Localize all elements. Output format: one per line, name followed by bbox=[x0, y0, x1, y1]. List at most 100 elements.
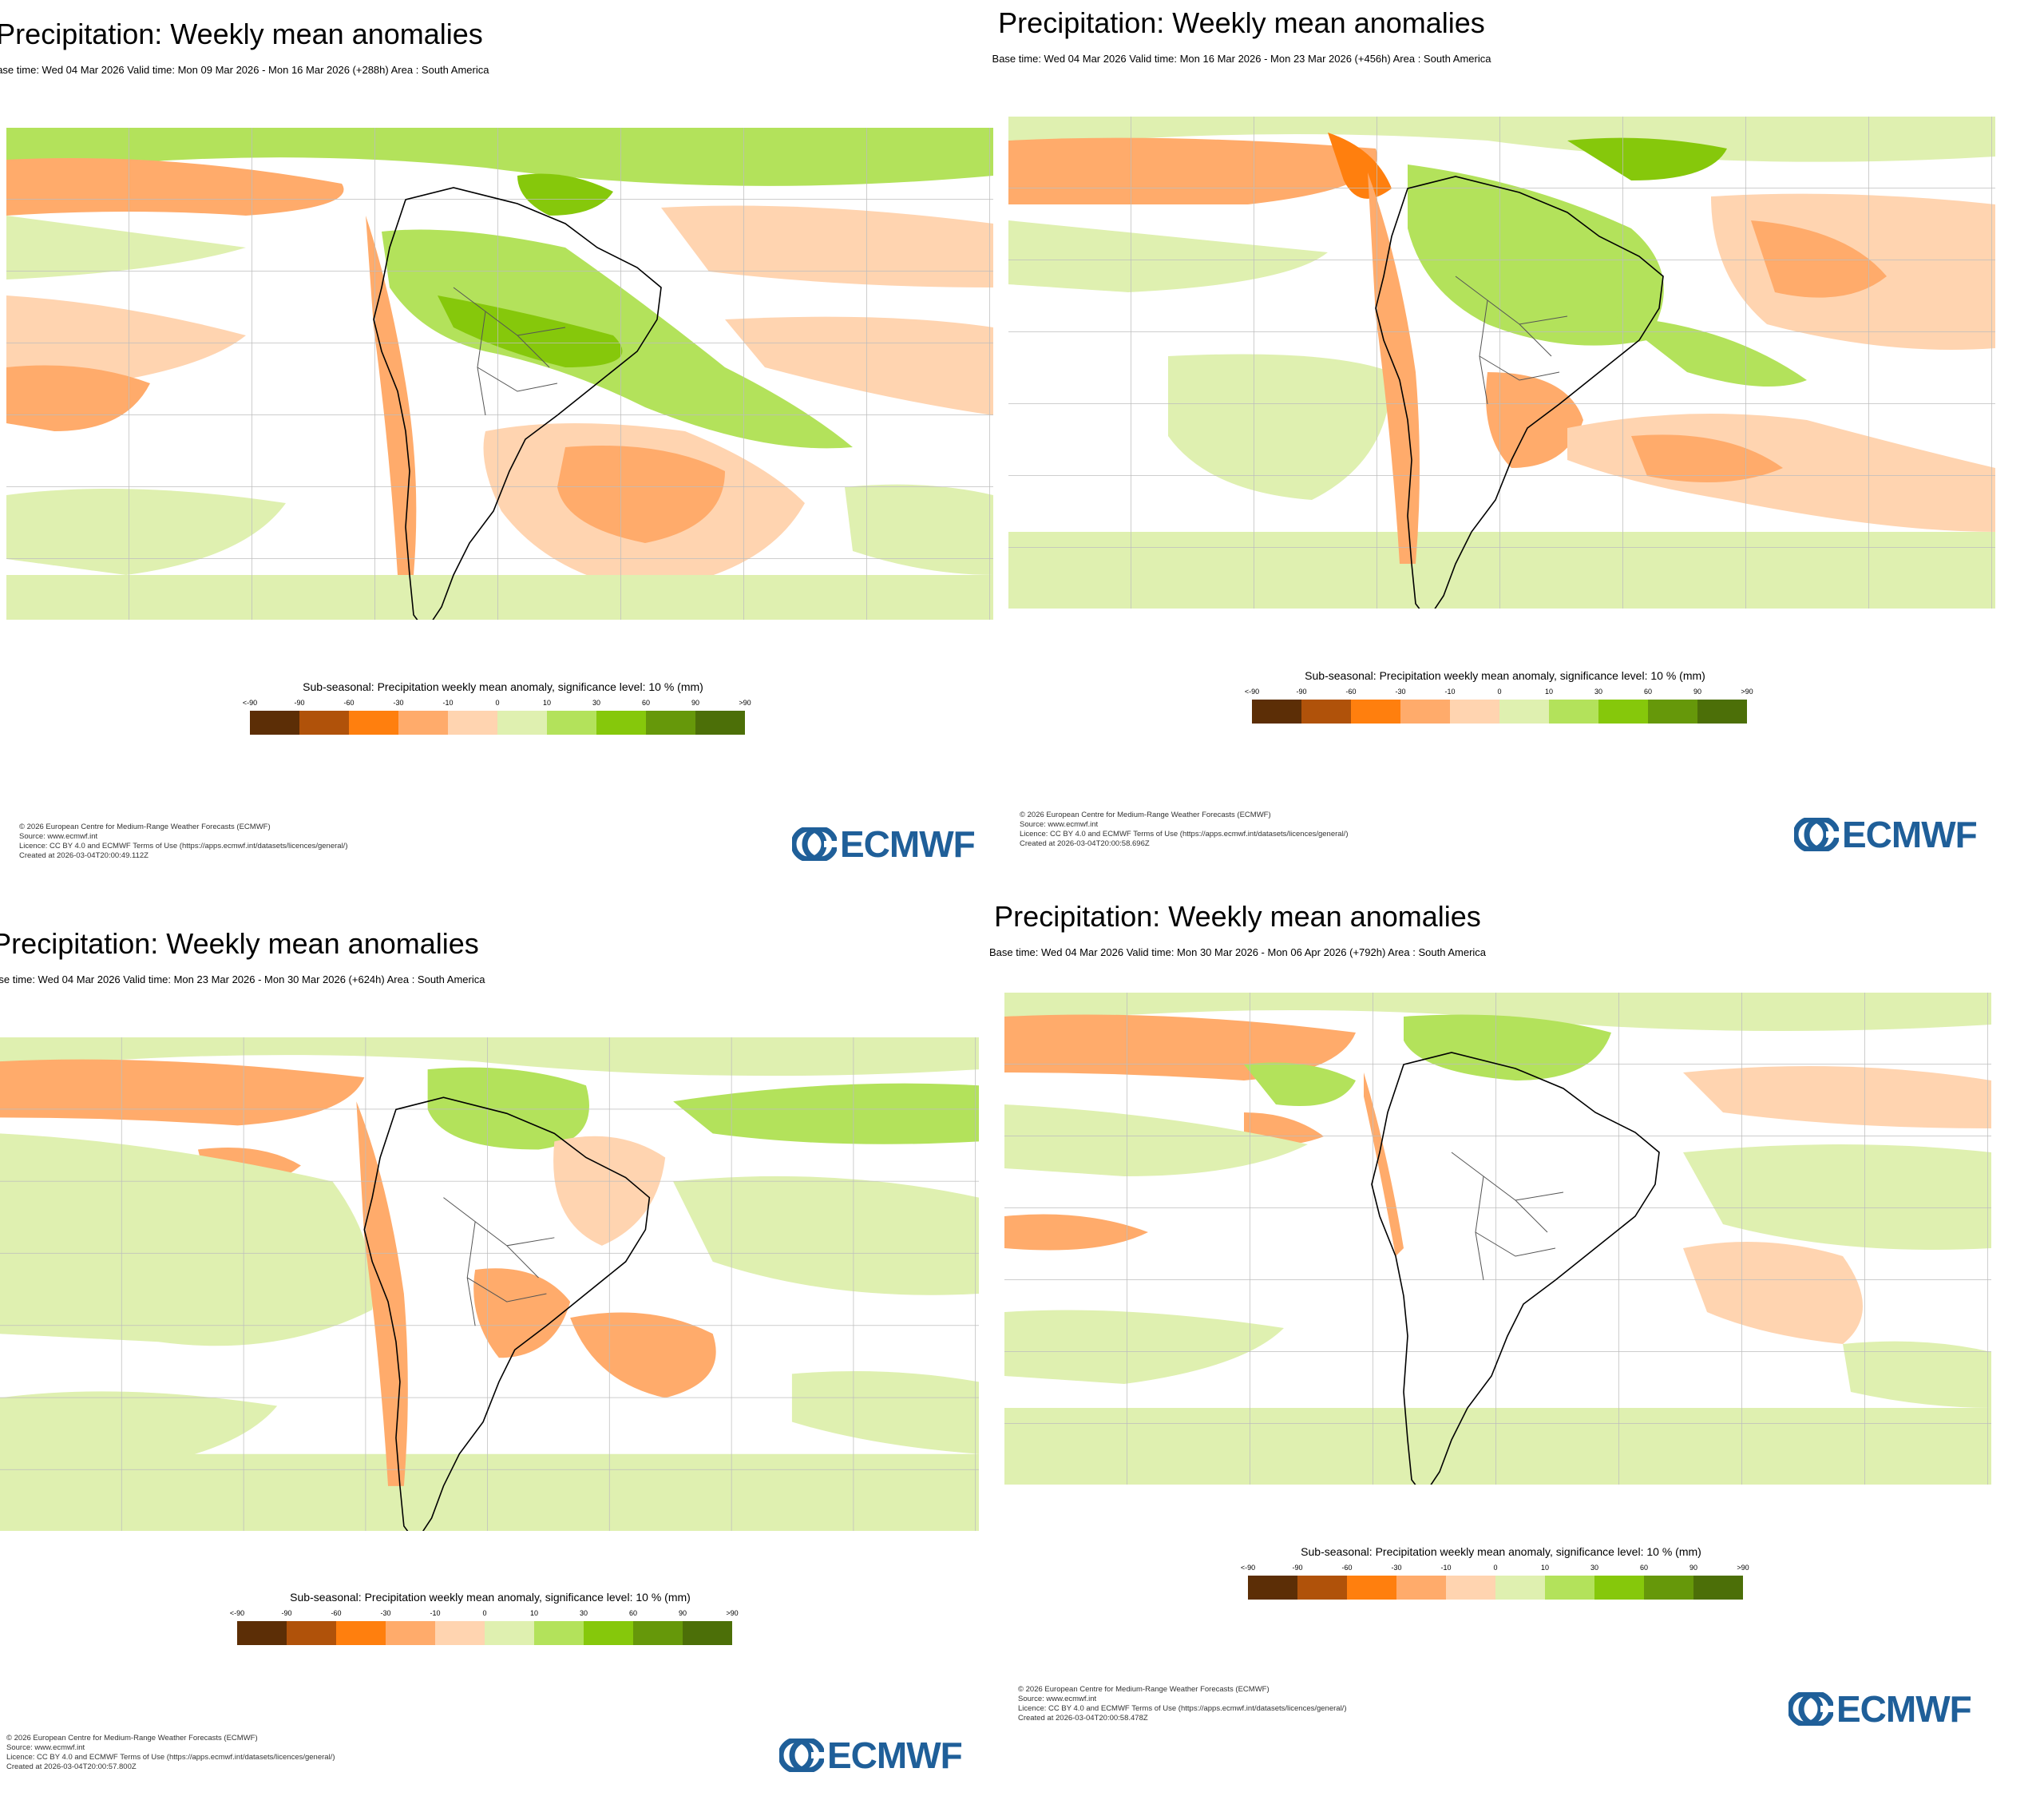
credits: © 2026 European Centre for Medium-Range … bbox=[6, 1734, 335, 1772]
legend-ticks: <-90 -90 -60 -30 -10 0 10 30 60 90 >90 bbox=[1241, 1564, 1749, 1573]
legend-swatch-9 bbox=[1693, 1576, 1743, 1600]
legend-swatch-9 bbox=[1697, 700, 1747, 724]
legend-tick: -30 bbox=[393, 699, 404, 707]
anomaly-map bbox=[1008, 117, 1995, 609]
legend-tick: 0 bbox=[1497, 688, 1502, 696]
legend-swatch-8 bbox=[633, 1621, 683, 1645]
legend-swatch-2 bbox=[349, 711, 398, 735]
legend-swatch-4 bbox=[435, 1621, 485, 1645]
legend-tick: 60 bbox=[641, 699, 651, 707]
credit-line: Source: www.ecmwf.int bbox=[6, 1743, 85, 1752]
forecast-panel-3: Precipitation: Weekly mean anomalies Bas… bbox=[0, 900, 1022, 1800]
legend-tick: -90 bbox=[1292, 1564, 1303, 1572]
legend-swatch-7 bbox=[596, 711, 646, 735]
forecast-panel-1: Precipitation: Weekly mean anomalies Bas… bbox=[0, 0, 1022, 900]
legend-tick: <-90 bbox=[1244, 688, 1260, 696]
legend: Sub-seasonal: Precipitation weekly mean … bbox=[240, 680, 766, 736]
legend-title: Sub-seasonal: Precipitation weekly mean … bbox=[1305, 669, 1705, 682]
credit-line: © 2026 European Centre for Medium-Range … bbox=[1018, 1685, 1270, 1694]
credit-line: Licence: CC BY 4.0 and ECMWF Terms of Us… bbox=[1018, 1704, 1347, 1713]
legend-tick: >90 bbox=[726, 1609, 739, 1617]
legend-swatch-5 bbox=[1495, 1576, 1545, 1600]
legend-swatch-4 bbox=[448, 711, 497, 735]
legend-colorbar bbox=[1252, 700, 1747, 724]
legend-tick: -10 bbox=[442, 699, 454, 707]
legend-swatch-0 bbox=[250, 711, 299, 735]
legend-tick: 60 bbox=[628, 1609, 638, 1617]
legend-tick: 30 bbox=[1594, 688, 1603, 696]
legend-tick: >90 bbox=[1741, 688, 1753, 696]
ecmwf-logo-icon bbox=[1788, 1692, 1833, 1726]
credit-line: Created at 2026-03-04T20:00:58.696Z bbox=[1020, 839, 1150, 848]
legend-tick: 30 bbox=[592, 699, 601, 707]
legend-tick: 90 bbox=[1693, 688, 1702, 696]
legend-tick: 0 bbox=[1493, 1564, 1498, 1572]
credit-line: Licence: CC BY 4.0 and ECMWF Terms of Us… bbox=[1020, 830, 1349, 839]
legend-tick: <-90 bbox=[229, 1609, 245, 1617]
ecmwf-logo-text: ECMWF bbox=[827, 1735, 963, 1776]
legend-title: Sub-seasonal: Precipitation weekly mean … bbox=[1301, 1545, 1701, 1558]
legend-swatch-3 bbox=[1400, 700, 1450, 724]
legend-ticks: <-90 -90 -60 -30 -10 0 10 30 60 90 >90 bbox=[243, 699, 751, 708]
legend: Sub-seasonal: Precipitation weekly mean … bbox=[1238, 1545, 1765, 1601]
legend-tick: -30 bbox=[1395, 688, 1406, 696]
credits: © 2026 European Centre for Medium-Range … bbox=[1018, 1685, 1347, 1723]
legend-tick: -60 bbox=[1341, 1564, 1353, 1572]
legend-tick: -10 bbox=[1440, 1564, 1452, 1572]
legend-tick: 10 bbox=[542, 699, 552, 707]
legend-swatch-1 bbox=[287, 1621, 336, 1645]
legend-swatch-7 bbox=[1594, 1576, 1644, 1600]
credits: © 2026 European Centre for Medium-Range … bbox=[19, 823, 348, 861]
legend-tick: 0 bbox=[495, 699, 500, 707]
legend-tick: <-90 bbox=[242, 699, 258, 707]
forecast-panel-4: Precipitation: Weekly mean anomalies Bas… bbox=[989, 900, 2020, 1800]
forecast-panel-2: Precipitation: Weekly mean anomalies Bas… bbox=[992, 0, 2024, 900]
legend-swatch-3 bbox=[386, 1621, 435, 1645]
panel-subtitle: Base time: Wed 04 Mar 2026 Valid time: M… bbox=[992, 53, 1491, 65]
panel-title: Precipitation: Weekly mean anomalies bbox=[994, 900, 1481, 933]
panel-subtitle: Base time: Wed 04 Mar 2026 Valid time: M… bbox=[0, 64, 489, 76]
credit-line: © 2026 European Centre for Medium-Range … bbox=[6, 1734, 258, 1743]
legend-tick: 10 bbox=[529, 1609, 539, 1617]
legend-tick: 90 bbox=[1689, 1564, 1698, 1572]
legend-tick: 30 bbox=[1590, 1564, 1599, 1572]
anomaly-map bbox=[0, 1037, 979, 1531]
panel-subtitle: Base time: Wed 04 Mar 2026 Valid time: M… bbox=[988, 946, 1487, 958]
ecmwf-logo-text: ECMWF bbox=[1836, 1688, 1972, 1730]
anomaly-map bbox=[6, 128, 993, 620]
legend-swatch-6 bbox=[1549, 700, 1598, 724]
legend-tick: -10 bbox=[1444, 688, 1456, 696]
legend-swatch-7 bbox=[584, 1621, 633, 1645]
legend-tick: 10 bbox=[1544, 688, 1554, 696]
legend: Sub-seasonal: Precipitation weekly mean … bbox=[1242, 669, 1769, 725]
legend-swatch-1 bbox=[299, 711, 349, 735]
legend-swatch-5 bbox=[485, 1621, 534, 1645]
legend-tick: -30 bbox=[1391, 1564, 1402, 1572]
legend-swatch-0 bbox=[237, 1621, 287, 1645]
ecmwf-logo: ECMWF bbox=[1794, 813, 1978, 856]
legend-ticks: <-90 -90 -60 -30 -10 0 10 30 60 90 >90 bbox=[230, 1609, 739, 1619]
credit-line: Source: www.ecmwf.int bbox=[1020, 820, 1099, 829]
legend-title: Sub-seasonal: Precipitation weekly mean … bbox=[303, 680, 703, 693]
legend-swatch-8 bbox=[646, 711, 695, 735]
legend-tick: -60 bbox=[343, 699, 355, 707]
legend-colorbar bbox=[237, 1621, 732, 1645]
legend-swatch-1 bbox=[1297, 1576, 1347, 1600]
credit-line: Source: www.ecmwf.int bbox=[19, 832, 98, 841]
legend-swatch-2 bbox=[336, 1621, 386, 1645]
legend-swatch-9 bbox=[695, 711, 745, 735]
legend-swatch-0 bbox=[1248, 1576, 1297, 1600]
ecmwf-logo: ECMWF bbox=[1788, 1687, 1972, 1731]
ecmwf-logo: ECMWF bbox=[792, 823, 976, 866]
legend-tick: -60 bbox=[331, 1609, 342, 1617]
legend-tick: -90 bbox=[1296, 688, 1307, 696]
credit-line: © 2026 European Centre for Medium-Range … bbox=[1020, 811, 1271, 819]
legend-tick: -60 bbox=[1345, 688, 1357, 696]
credit-line: Created at 2026-03-04T20:00:49.112Z bbox=[19, 851, 149, 860]
legend-swatch-8 bbox=[1648, 700, 1697, 724]
legend-tick: 10 bbox=[1540, 1564, 1550, 1572]
ecmwf-logo: ECMWF bbox=[779, 1734, 963, 1777]
legend-swatch-3 bbox=[1396, 1576, 1446, 1600]
anomaly-map bbox=[1004, 993, 1991, 1485]
legend-swatch-9 bbox=[683, 1621, 732, 1645]
